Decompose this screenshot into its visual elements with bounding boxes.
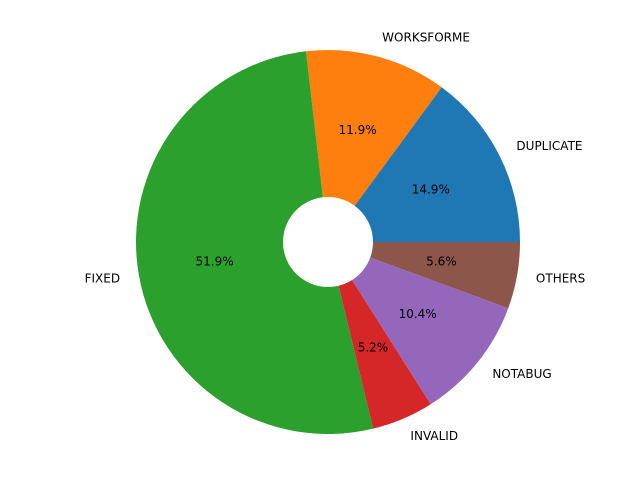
slice-label: FIXED [85,272,120,286]
pie-slice [370,242,520,309]
slice-label: WORKSFORME [382,30,470,44]
slice-label: NOTABUG [492,367,551,381]
value-label: 51.9% [196,255,234,269]
value-label: 11.9% [338,123,376,137]
pie-slice [136,51,374,434]
slice-label: INVALID [410,429,458,443]
value-label: 14.9% [412,182,450,196]
pie-slice [352,257,509,405]
pie-slice [338,280,431,429]
value-label: 5.6% [426,255,457,269]
slice-label: OTHERS [536,272,585,286]
value-label: 5.2% [358,341,389,355]
pie-slice [354,87,520,242]
slice-label: DUPLICATE [516,139,582,153]
value-label: 10.4% [399,307,437,321]
pie-slice [306,50,442,206]
